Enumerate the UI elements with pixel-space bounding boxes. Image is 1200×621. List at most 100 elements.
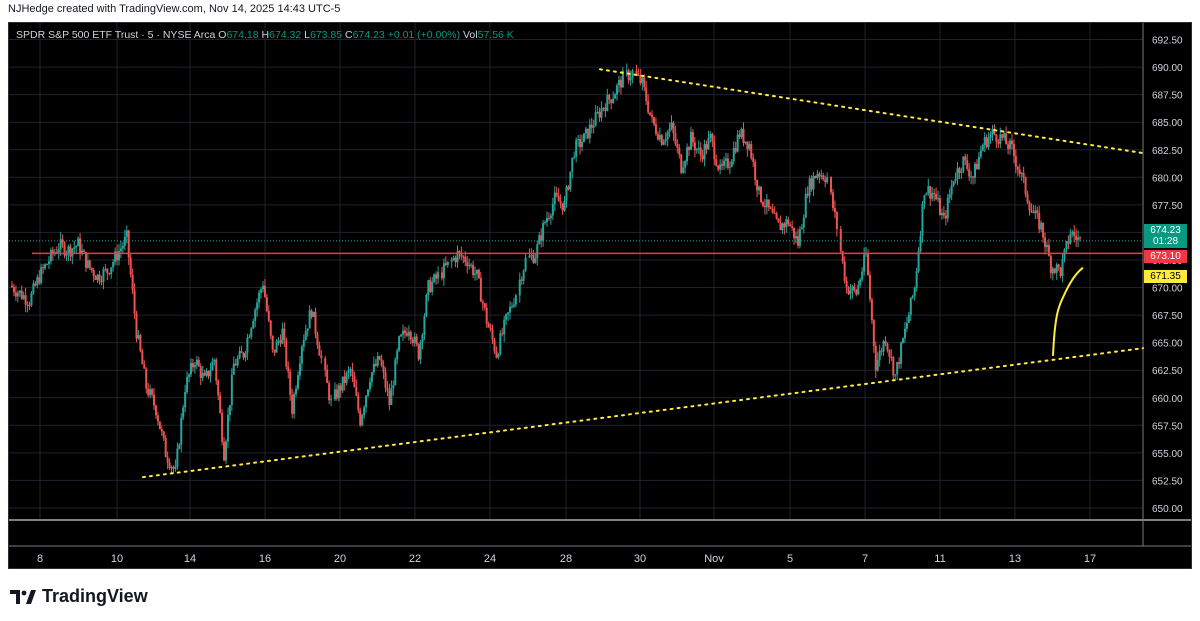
candle-body <box>948 194 951 199</box>
y-tick-label: 655.00 <box>1152 449 1183 460</box>
candle-body <box>260 289 263 293</box>
candle-body <box>223 441 226 461</box>
candle-body <box>481 301 484 304</box>
candle-body <box>79 238 82 255</box>
candle-body <box>699 147 702 156</box>
candle-body <box>617 79 620 86</box>
x-tick-label: 14 <box>184 553 196 565</box>
candle-body <box>859 279 862 285</box>
candle-body <box>546 218 548 223</box>
candle-body <box>158 421 161 430</box>
candle-body <box>680 154 683 173</box>
candle-body <box>596 111 599 113</box>
chart-panel[interactable]: SPDR S&P 500 ETF Trust · 5 · NYSE Arca O… <box>8 22 1192 569</box>
candle-body <box>925 193 928 196</box>
y-tick-label: 652.50 <box>1152 476 1183 487</box>
candle-body <box>1077 237 1080 240</box>
candle-body <box>586 128 589 139</box>
candle-body <box>81 250 84 255</box>
candle-body <box>929 186 932 199</box>
candle-body <box>509 306 512 313</box>
candle-body <box>582 133 585 143</box>
y-tick-label: 670.00 <box>1152 284 1183 295</box>
candle-body <box>92 270 95 277</box>
candle-body <box>785 219 788 228</box>
x-tick-label: 24 <box>484 553 496 565</box>
candle-body <box>244 352 247 358</box>
candle-body <box>1028 202 1031 211</box>
candle-body <box>269 320 272 336</box>
candle-body <box>886 343 889 351</box>
candle-body <box>343 376 346 383</box>
candle-body <box>170 467 173 469</box>
candle-body <box>411 339 414 343</box>
low-label: L <box>304 29 310 41</box>
candle-body <box>137 335 140 339</box>
candle-body <box>808 178 811 196</box>
candle-body <box>143 364 146 369</box>
candle-body <box>298 363 301 376</box>
candle-body <box>363 407 366 415</box>
candle-body <box>151 389 154 395</box>
candle-body <box>631 70 634 78</box>
candle-body <box>184 391 187 408</box>
candle-body <box>67 246 70 254</box>
candle-body <box>129 257 132 275</box>
symbol-title[interactable]: SPDR S&P 500 ETF Trust · 5 · NYSE Arca <box>16 29 216 41</box>
candle-body <box>878 350 881 360</box>
candle-body <box>176 448 179 467</box>
candle-body <box>983 137 986 145</box>
candle-body <box>830 177 833 193</box>
candle-body <box>326 369 329 384</box>
candle-body <box>907 314 910 323</box>
candle-body <box>464 256 467 263</box>
candle-body <box>894 374 897 376</box>
candle-body <box>649 112 652 115</box>
candle-body <box>705 144 708 150</box>
candle-body <box>1073 231 1076 236</box>
candle-body <box>131 274 134 291</box>
candle-body <box>514 295 517 305</box>
candle-body <box>477 269 480 279</box>
candle-body <box>658 135 661 140</box>
candle-body <box>600 108 603 118</box>
candle-body <box>234 363 237 366</box>
candle-body <box>853 286 856 290</box>
candle-body <box>555 192 558 196</box>
candle-body <box>1075 235 1078 240</box>
candle-body <box>654 124 657 134</box>
candle-body <box>695 148 698 151</box>
x-tick-label: 11 <box>934 553 945 565</box>
candle-body <box>22 295 25 299</box>
candle-body <box>713 141 716 160</box>
candle-body <box>127 230 130 258</box>
candle-body <box>403 330 406 334</box>
candle-body <box>1022 172 1025 178</box>
candle-body <box>18 290 21 293</box>
candle-body <box>230 374 233 406</box>
candle-body <box>296 375 299 389</box>
candle-body <box>812 175 815 190</box>
candle-body <box>1005 133 1008 145</box>
candle-body <box>917 250 920 272</box>
candle-body <box>542 223 545 241</box>
candle-body <box>501 333 504 335</box>
candle-body <box>510 306 513 308</box>
candle-body <box>629 77 632 81</box>
candle-body <box>896 362 899 375</box>
candle-body <box>380 359 383 366</box>
candle-body <box>69 246 72 257</box>
candle-body <box>505 314 508 320</box>
candle-body <box>252 321 255 329</box>
candle-body <box>221 412 224 442</box>
candle-body <box>133 290 136 314</box>
candle-body <box>573 156 576 158</box>
candle-body <box>796 236 799 246</box>
change-value: +0.01 (+0.00%) <box>387 29 461 41</box>
candle-body <box>425 294 428 317</box>
candle-body <box>178 444 181 449</box>
candle-body <box>1001 134 1004 138</box>
y-tick-label: 677.50 <box>1152 201 1183 212</box>
tradingview-logo[interactable]: TradingView <box>10 586 148 607</box>
